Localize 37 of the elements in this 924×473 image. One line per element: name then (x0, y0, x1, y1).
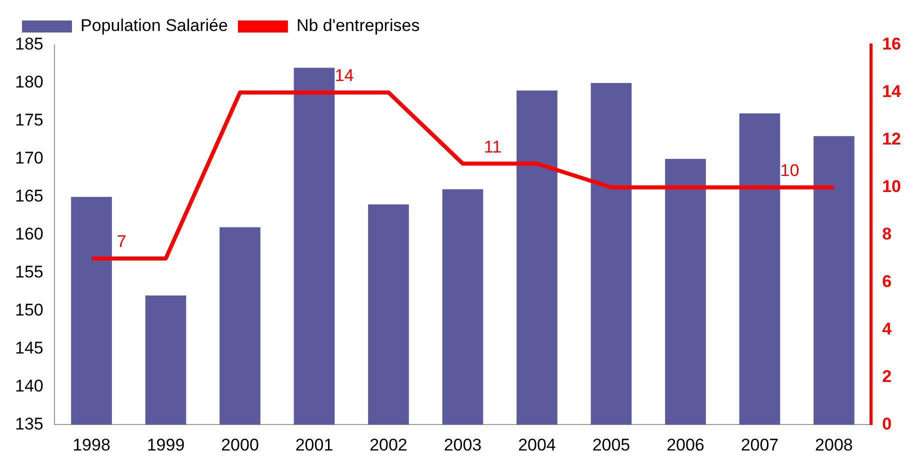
x-tick-label: 2007 (740, 435, 779, 454)
x-tick-label: 2003 (444, 435, 482, 454)
data-label: 10 (780, 161, 800, 180)
y2-tick-label: 12 (882, 130, 902, 149)
x-tick-label: 2004 (518, 435, 556, 454)
y2-tick-label: 16 (882, 34, 902, 54)
y-tick-label: 135 (14, 414, 44, 434)
legend-label: Population Salariée (80, 16, 228, 36)
x-tick-label: 2006 (666, 435, 704, 454)
x-tick-label: 2002 (370, 435, 408, 454)
x-tick-label: 1999 (146, 435, 185, 454)
y-tick-label: 165 (14, 186, 44, 206)
y-tick-label: 170 (14, 148, 44, 168)
y2-tick-label: 6 (882, 272, 892, 291)
y2-tick-label: 14 (882, 82, 902, 102)
y-tick-label: 180 (14, 72, 44, 92)
y-tick-label: 185 (14, 34, 44, 54)
y2-tick-label: 4 (882, 319, 892, 338)
x-tick-label: 2005 (592, 435, 630, 454)
x-tick-label: 1998 (72, 435, 110, 454)
data-label: 11 (484, 137, 502, 156)
y-tick-label: 140 (14, 376, 44, 396)
y-tick-label: 155 (14, 262, 44, 282)
y2-tick-label: 10 (882, 177, 902, 196)
data-label: 14 (334, 66, 354, 86)
legend-label: Nb d'entreprises (296, 16, 420, 36)
y-tick-label: 175 (14, 110, 44, 130)
y2-tick-label: 8 (882, 224, 892, 244)
x-tick-label: 2000 (221, 435, 259, 454)
y2-tick-label: 2 (882, 366, 892, 386)
y-tick-label: 145 (14, 338, 44, 358)
x-tick-label: 2008 (815, 435, 853, 454)
y-tick-label: 150 (14, 300, 44, 320)
data-label: 7 (116, 232, 126, 252)
y2-tick-label: 0 (882, 414, 892, 434)
x-tick-label: 2001 (295, 435, 334, 454)
y-tick-label: 160 (14, 224, 44, 244)
